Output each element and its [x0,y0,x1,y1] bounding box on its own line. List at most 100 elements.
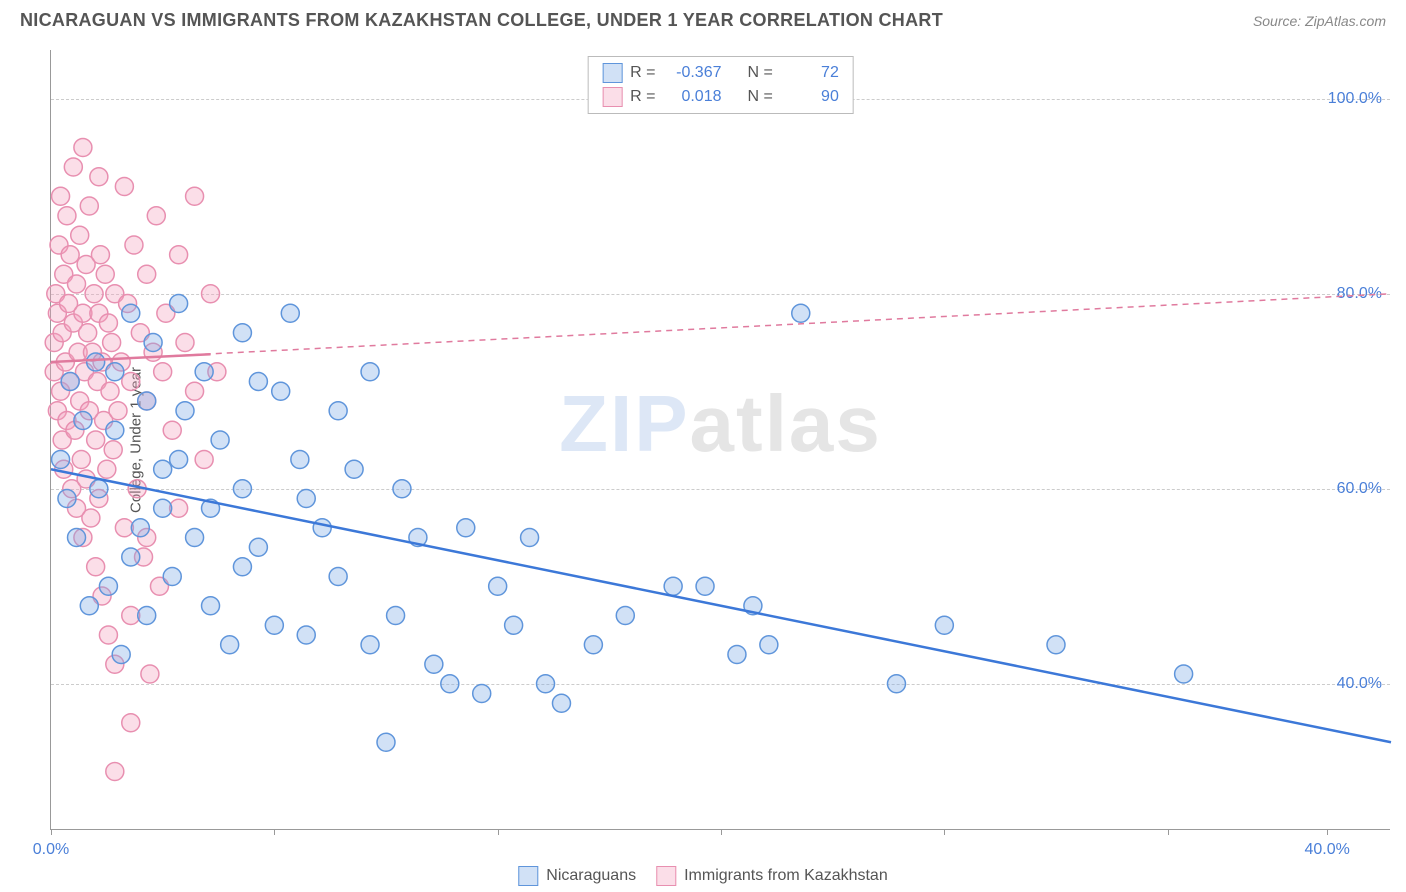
scatter-point [457,519,475,537]
legend-label-s2: Immigrants from Kazakhstan [684,867,888,885]
scatter-point [61,373,79,391]
x-tick-mark [498,829,499,835]
scatter-point [887,675,905,693]
scatter-point [584,636,602,654]
scatter-point [144,334,162,352]
scatter-point [186,529,204,547]
scatter-point [272,382,290,400]
scatter-point [170,451,188,469]
scatter-point [728,646,746,664]
scatter-point [71,226,89,244]
scatter-point [99,577,117,595]
scatter-point [521,529,539,547]
source-attribution: Source: ZipAtlas.com [1253,13,1386,29]
scatter-point [195,451,213,469]
x-tick-mark [51,829,52,835]
scatter-point [154,460,172,478]
scatter-point [115,178,133,196]
x-tick-mark [944,829,945,835]
scatter-point [98,460,116,478]
scatter-point [103,334,121,352]
scatter-point [202,285,220,303]
scatter-point [792,304,810,322]
scatter-point [249,373,267,391]
scatter-point [79,324,97,342]
scatter-point [616,607,634,625]
scatter-point [106,763,124,781]
scatter-point [74,412,92,430]
scatter-point [90,480,108,498]
scatter-point [473,685,491,703]
x-tick-mark [1168,829,1169,835]
scatter-svg [51,50,1390,829]
scatter-point [664,577,682,595]
trend-line [51,469,1391,742]
scatter-point [104,441,122,459]
scatter-point [141,665,159,683]
scatter-point [58,490,76,508]
scatter-point [58,207,76,225]
scatter-point [138,607,156,625]
scatter-point [552,694,570,712]
scatter-point [80,197,98,215]
scatter-point [176,334,194,352]
scatter-point [106,421,124,439]
scatter-point [377,733,395,751]
scatter-point [202,597,220,615]
scatter-point [170,295,188,313]
scatter-point [72,451,90,469]
scatter-point [138,392,156,410]
legend-item-s2: Immigrants from Kazakhstan [656,866,888,886]
scatter-point [760,636,778,654]
chart-title: NICARAGUAN VS IMMIGRANTS FROM KAZAKHSTAN… [20,10,943,31]
scatter-point [329,568,347,586]
scatter-point [68,529,86,547]
scatter-point [211,431,229,449]
scatter-point [291,451,309,469]
scatter-point [122,714,140,732]
scatter-point [233,558,251,576]
scatter-point [112,646,130,664]
scatter-point [361,636,379,654]
scatter-point [82,509,100,527]
scatter-point [265,616,283,634]
scatter-point [91,246,109,264]
scatter-point [106,363,124,381]
scatter-point [52,187,70,205]
scatter-point [61,246,79,264]
scatter-point [233,480,251,498]
scatter-point [122,373,140,391]
scatter-point [195,363,213,381]
scatter-point [425,655,443,673]
scatter-point [696,577,714,595]
scatter-point [122,548,140,566]
scatter-point [313,519,331,537]
scatter-point [99,626,117,644]
scatter-point [87,558,105,576]
scatter-point [233,324,251,342]
series-legend: Nicaraguans Immigrants from Kazakhstan [518,866,887,886]
scatter-point [147,207,165,225]
chart-plot-area: College, Under 1 year 40.0%60.0%80.0%100… [50,50,1390,830]
scatter-point [64,158,82,176]
scatter-point [249,538,267,556]
legend-swatch-s1-bottom [518,866,538,886]
scatter-point [154,363,172,381]
trend-line [51,294,1391,362]
scatter-point [537,675,555,693]
scatter-point [186,187,204,205]
scatter-point [52,451,70,469]
scatter-point [74,139,92,157]
scatter-point [125,236,143,254]
scatter-point [505,616,523,634]
scatter-point [154,499,172,517]
legend-swatch-s2-bottom [656,866,676,886]
scatter-point [329,402,347,420]
scatter-point [101,382,119,400]
x-tick-mark [721,829,722,835]
scatter-point [281,304,299,322]
scatter-point [122,304,140,322]
scatter-point [87,353,105,371]
scatter-point [297,490,315,508]
scatter-point [489,577,507,595]
